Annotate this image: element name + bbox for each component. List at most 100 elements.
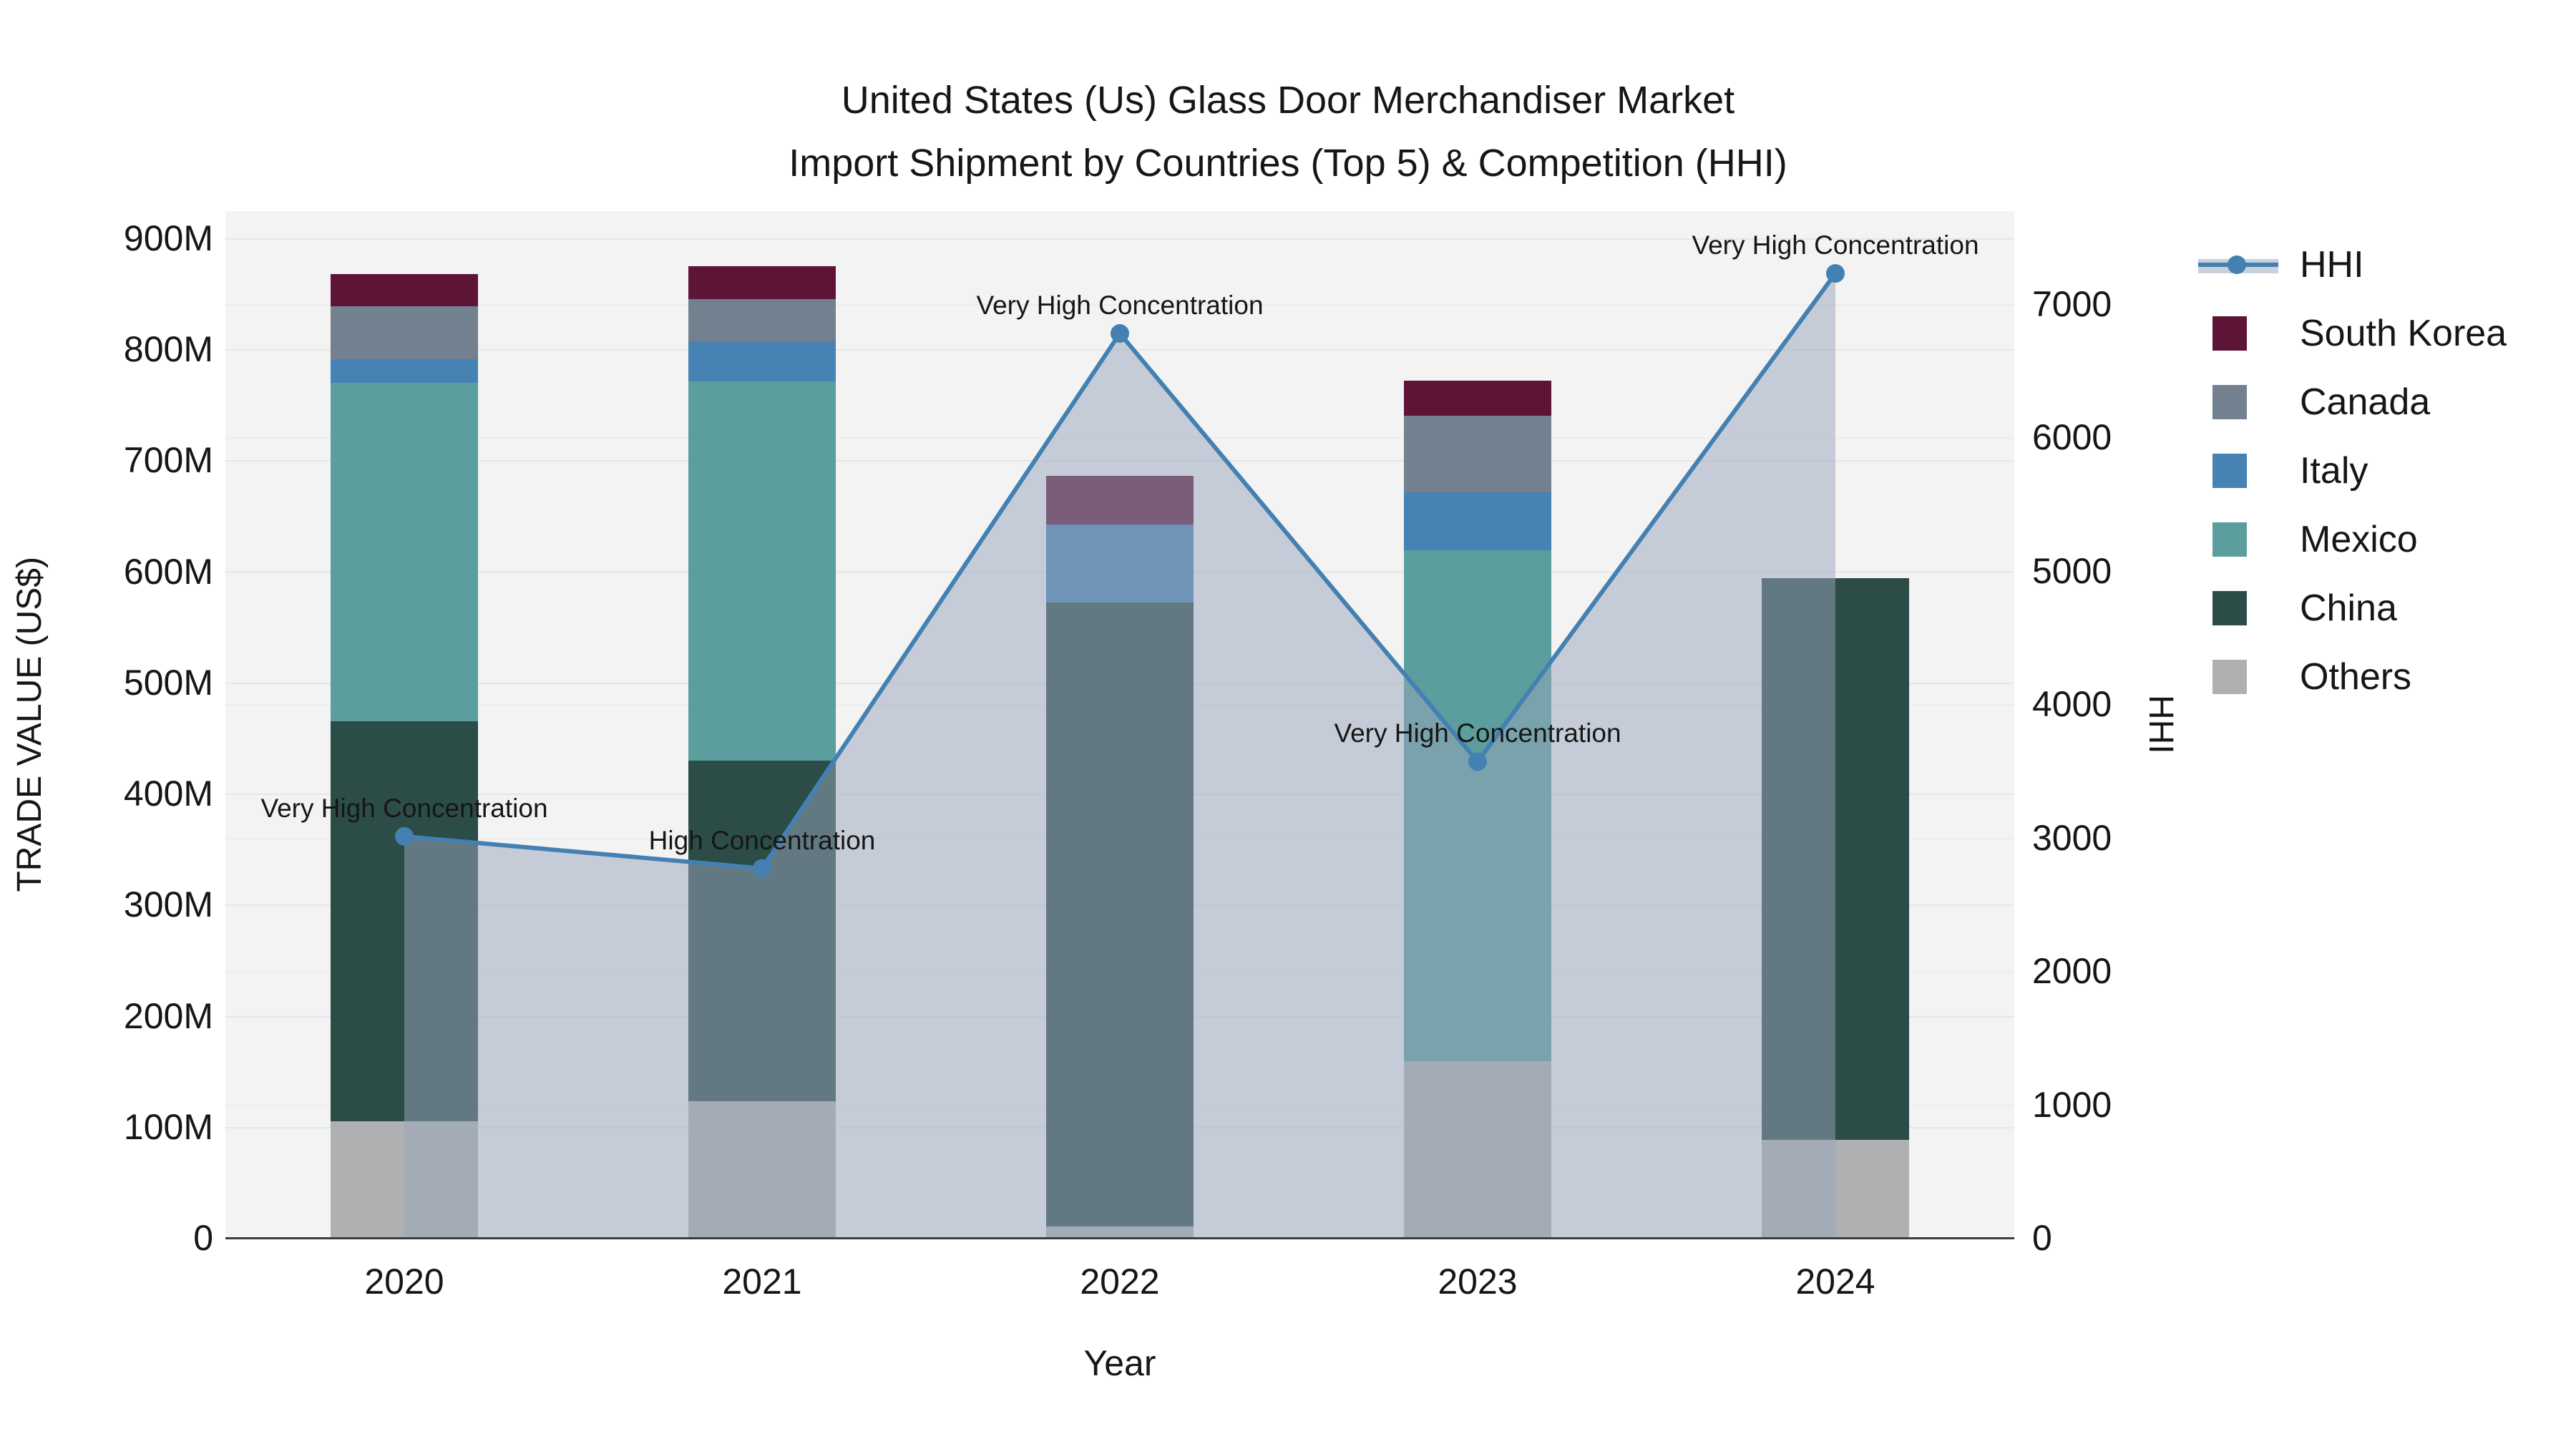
legend-label: Canada <box>2300 381 2431 423</box>
y-left-tick-700M: 700M <box>123 440 213 481</box>
gridline-left-900 <box>225 238 2014 240</box>
y-left-tick-600M: 600M <box>123 551 213 592</box>
bar-segment-others-2021[interactable] <box>688 1101 836 1238</box>
bar-segment-italy-2020[interactable] <box>331 359 478 383</box>
bar-segment-canada-2021[interactable] <box>688 299 836 342</box>
legend: HHI South Korea Canada Italy Mexico China Othe… <box>2198 230 2507 711</box>
x-tick-2020: 2020 <box>364 1262 444 1302</box>
bar-segment-others-2024[interactable] <box>1762 1140 1909 1238</box>
bar-segment-others-2023[interactable] <box>1404 1061 1551 1238</box>
x-axis-title: Year <box>1083 1343 1156 1383</box>
y-left-axis-title: TRADE VALUE (US$) <box>10 211 49 1238</box>
color-swatch-icon <box>2212 591 2247 625</box>
color-swatch-icon <box>2212 316 2247 351</box>
bar-segment-others-2020[interactable] <box>331 1121 478 1238</box>
legend-item-south-korea[interactable]: South Korea <box>2198 299 2507 368</box>
y-left-tick-900M: 900M <box>123 218 213 258</box>
y-right-tick-5000: 5000 <box>2032 550 2112 591</box>
legend-line-dot <box>2228 255 2246 274</box>
bar-segment-italy-2023[interactable] <box>1404 492 1551 551</box>
color-swatch-icon <box>2212 660 2247 694</box>
bar-segment-china-2020[interactable] <box>331 721 478 1121</box>
hhi-marker-2021[interactable] <box>753 859 771 878</box>
y-left-tick-400M: 400M <box>123 774 213 814</box>
gridline-right-6000 <box>225 437 2014 439</box>
legend-item-others[interactable]: Others <box>2198 643 2507 711</box>
bar-segment-china-2022[interactable] <box>1046 602 1194 1227</box>
bar-segment-mexico-2023[interactable] <box>1404 550 1551 1062</box>
legend-label: Others <box>2300 656 2412 698</box>
hhi-line-legend-icon <box>2198 254 2278 275</box>
legend-swatch-italy <box>2198 454 2283 488</box>
x-axis-line <box>225 1237 2014 1239</box>
bar-segment-canada-2023[interactable] <box>1404 416 1551 493</box>
legend-label: Mexico <box>2300 519 2418 560</box>
hhi-line-legend-icon <box>2198 254 2283 275</box>
y-left-tick-300M: 300M <box>123 884 213 925</box>
legend-label: China <box>2300 587 2397 629</box>
y-left-tick-100M: 100M <box>123 1106 213 1147</box>
y-left-axis-title-text: TRADE VALUE (US$) <box>11 557 49 892</box>
legend-swatch-mexico <box>2198 522 2283 557</box>
y-left-tick-500M: 500M <box>123 662 213 703</box>
legend-swatch-south-korea <box>2198 316 2283 351</box>
legend-item-canada[interactable]: Canada <box>2198 368 2507 436</box>
x-tick-2023: 2023 <box>1438 1262 1518 1302</box>
y-left-tick-0: 0 <box>193 1218 213 1258</box>
legend-item-mexico[interactable]: Mexico <box>2198 505 2507 574</box>
bar-segment-south-korea-2020[interactable] <box>331 273 478 306</box>
color-swatch-icon <box>2212 385 2247 419</box>
y-right-tick-1000: 1000 <box>2032 1084 2112 1125</box>
legend-label: South Korea <box>2300 313 2507 354</box>
chart-title-line2: Import Shipment by Countries (Top 5) & C… <box>789 142 1787 185</box>
legend-label: HHI <box>2300 244 2364 286</box>
legend-item-italy[interactable]: Italy <box>2198 436 2507 505</box>
y-right-tick-3000: 3000 <box>2032 817 2112 858</box>
chart-title: United States (Us) Glass Door Merchandis… <box>0 69 2576 195</box>
legend-swatch-canada <box>2198 385 2283 419</box>
bar-segment-canada-2020[interactable] <box>331 306 478 360</box>
gridline-left-700 <box>225 460 2014 462</box>
hhi-marker-2023[interactable] <box>1468 752 1487 771</box>
y-left-tick-200M: 200M <box>123 995 213 1036</box>
legend-swatch-china <box>2198 591 2283 625</box>
gridline-left-800 <box>225 349 2014 351</box>
bar-segment-italy-2021[interactable] <box>688 341 836 382</box>
bar-segment-others-2022[interactable] <box>1046 1226 1194 1238</box>
bar-segment-china-2024[interactable] <box>1762 577 1909 1141</box>
y-right-tick-6000: 6000 <box>2032 417 2112 458</box>
legend-item-hhi[interactable]: HHI <box>2198 230 2507 299</box>
bar-segment-south-korea-2023[interactable] <box>1404 380 1551 416</box>
y-right-tick-0: 0 <box>2032 1218 2052 1258</box>
bar-segment-italy-2022[interactable] <box>1046 525 1194 603</box>
annotation-2023: Very High Concentration <box>1334 718 1621 748</box>
y-right-tick-2000: 2000 <box>2032 951 2112 992</box>
color-swatch-icon <box>2212 522 2247 557</box>
annotation-2020: Very High Concentration <box>260 793 548 823</box>
legend-item-china[interactable]: China <box>2198 574 2507 643</box>
y-right-axis-title-text: HHI <box>2142 695 2180 754</box>
bar-segment-mexico-2021[interactable] <box>688 381 836 761</box>
annotation-2022: Very High Concentration <box>976 291 1264 320</box>
legend-swatch-others <box>2198 660 2283 694</box>
bar-segment-south-korea-2021[interactable] <box>688 265 836 300</box>
y-right-axis-title: HHI <box>2141 211 2180 1238</box>
y-right-tick-7000: 7000 <box>2032 284 2112 324</box>
bar-segment-south-korea-2022[interactable] <box>1046 476 1194 525</box>
annotation-2021: High Concentration <box>648 825 876 855</box>
bar-segment-china-2021[interactable] <box>688 760 836 1102</box>
chart-title-line1: United States (Us) Glass Door Merchandis… <box>841 79 1735 122</box>
y-left-tick-800M: 800M <box>123 329 213 370</box>
color-swatch-icon <box>2212 454 2247 488</box>
hhi-marker-2024[interactable] <box>1826 264 1845 283</box>
hhi-marker-2020[interactable] <box>395 826 414 846</box>
hhi-marker-2022[interactable] <box>1111 324 1129 343</box>
legend-label: Italy <box>2300 450 2368 492</box>
y-right-tick-4000: 4000 <box>2032 684 2112 725</box>
bar-segment-mexico-2020[interactable] <box>331 382 478 722</box>
x-tick-2021: 2021 <box>722 1262 802 1302</box>
annotation-2024: Very High Concentration <box>1692 230 1979 260</box>
x-tick-2022: 2022 <box>1080 1262 1160 1302</box>
x-tick-2024: 2024 <box>1795 1262 1875 1302</box>
